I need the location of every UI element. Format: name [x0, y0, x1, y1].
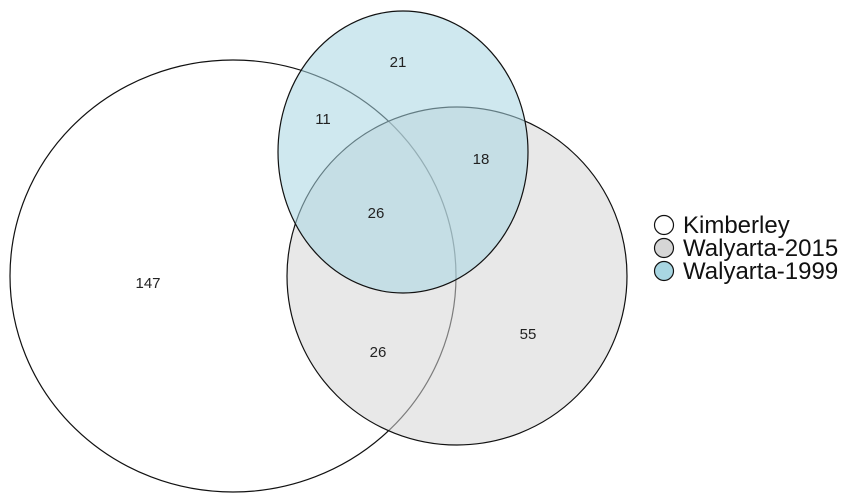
label-walyarta2015-walyarta1999: 18 — [473, 151, 490, 168]
label-kimberley-walyarta1999: 11 — [315, 111, 331, 128]
label-walyarta2015-only: 55 — [520, 326, 537, 343]
legend-swatch-walyarta-1999 — [653, 260, 675, 282]
legend: Kimberley Walyarta-2015 Walyarta-1999 — [653, 212, 838, 285]
venn-circles — [9, 10, 628, 493]
legend-label-walyarta-2015: Walyarta-2015 — [683, 235, 838, 262]
label-kimberley-walyarta2015: 26 — [370, 344, 387, 361]
legend-swatch-kimberley — [653, 214, 675, 236]
label-all-three: 26 — [368, 205, 385, 222]
legend-item-kimberley: Kimberley — [653, 212, 790, 239]
legend-label-kimberley: Kimberley — [683, 212, 790, 239]
legend-item-walyarta-2015: Walyarta-2015 — [653, 235, 838, 262]
region-labels: 147 21 11 18 26 26 55 — [135, 54, 536, 361]
legend-swatch-walyarta-2015 — [653, 237, 675, 259]
legend-label-walyarta-1999: Walyarta-1999 — [683, 258, 838, 285]
label-walyarta1999-only: 21 — [390, 54, 407, 71]
legend-item-walyarta-1999: Walyarta-1999 — [653, 258, 838, 285]
label-kimberley-only: 147 — [135, 275, 160, 292]
circle-walyarta-1999 — [277, 10, 529, 294]
